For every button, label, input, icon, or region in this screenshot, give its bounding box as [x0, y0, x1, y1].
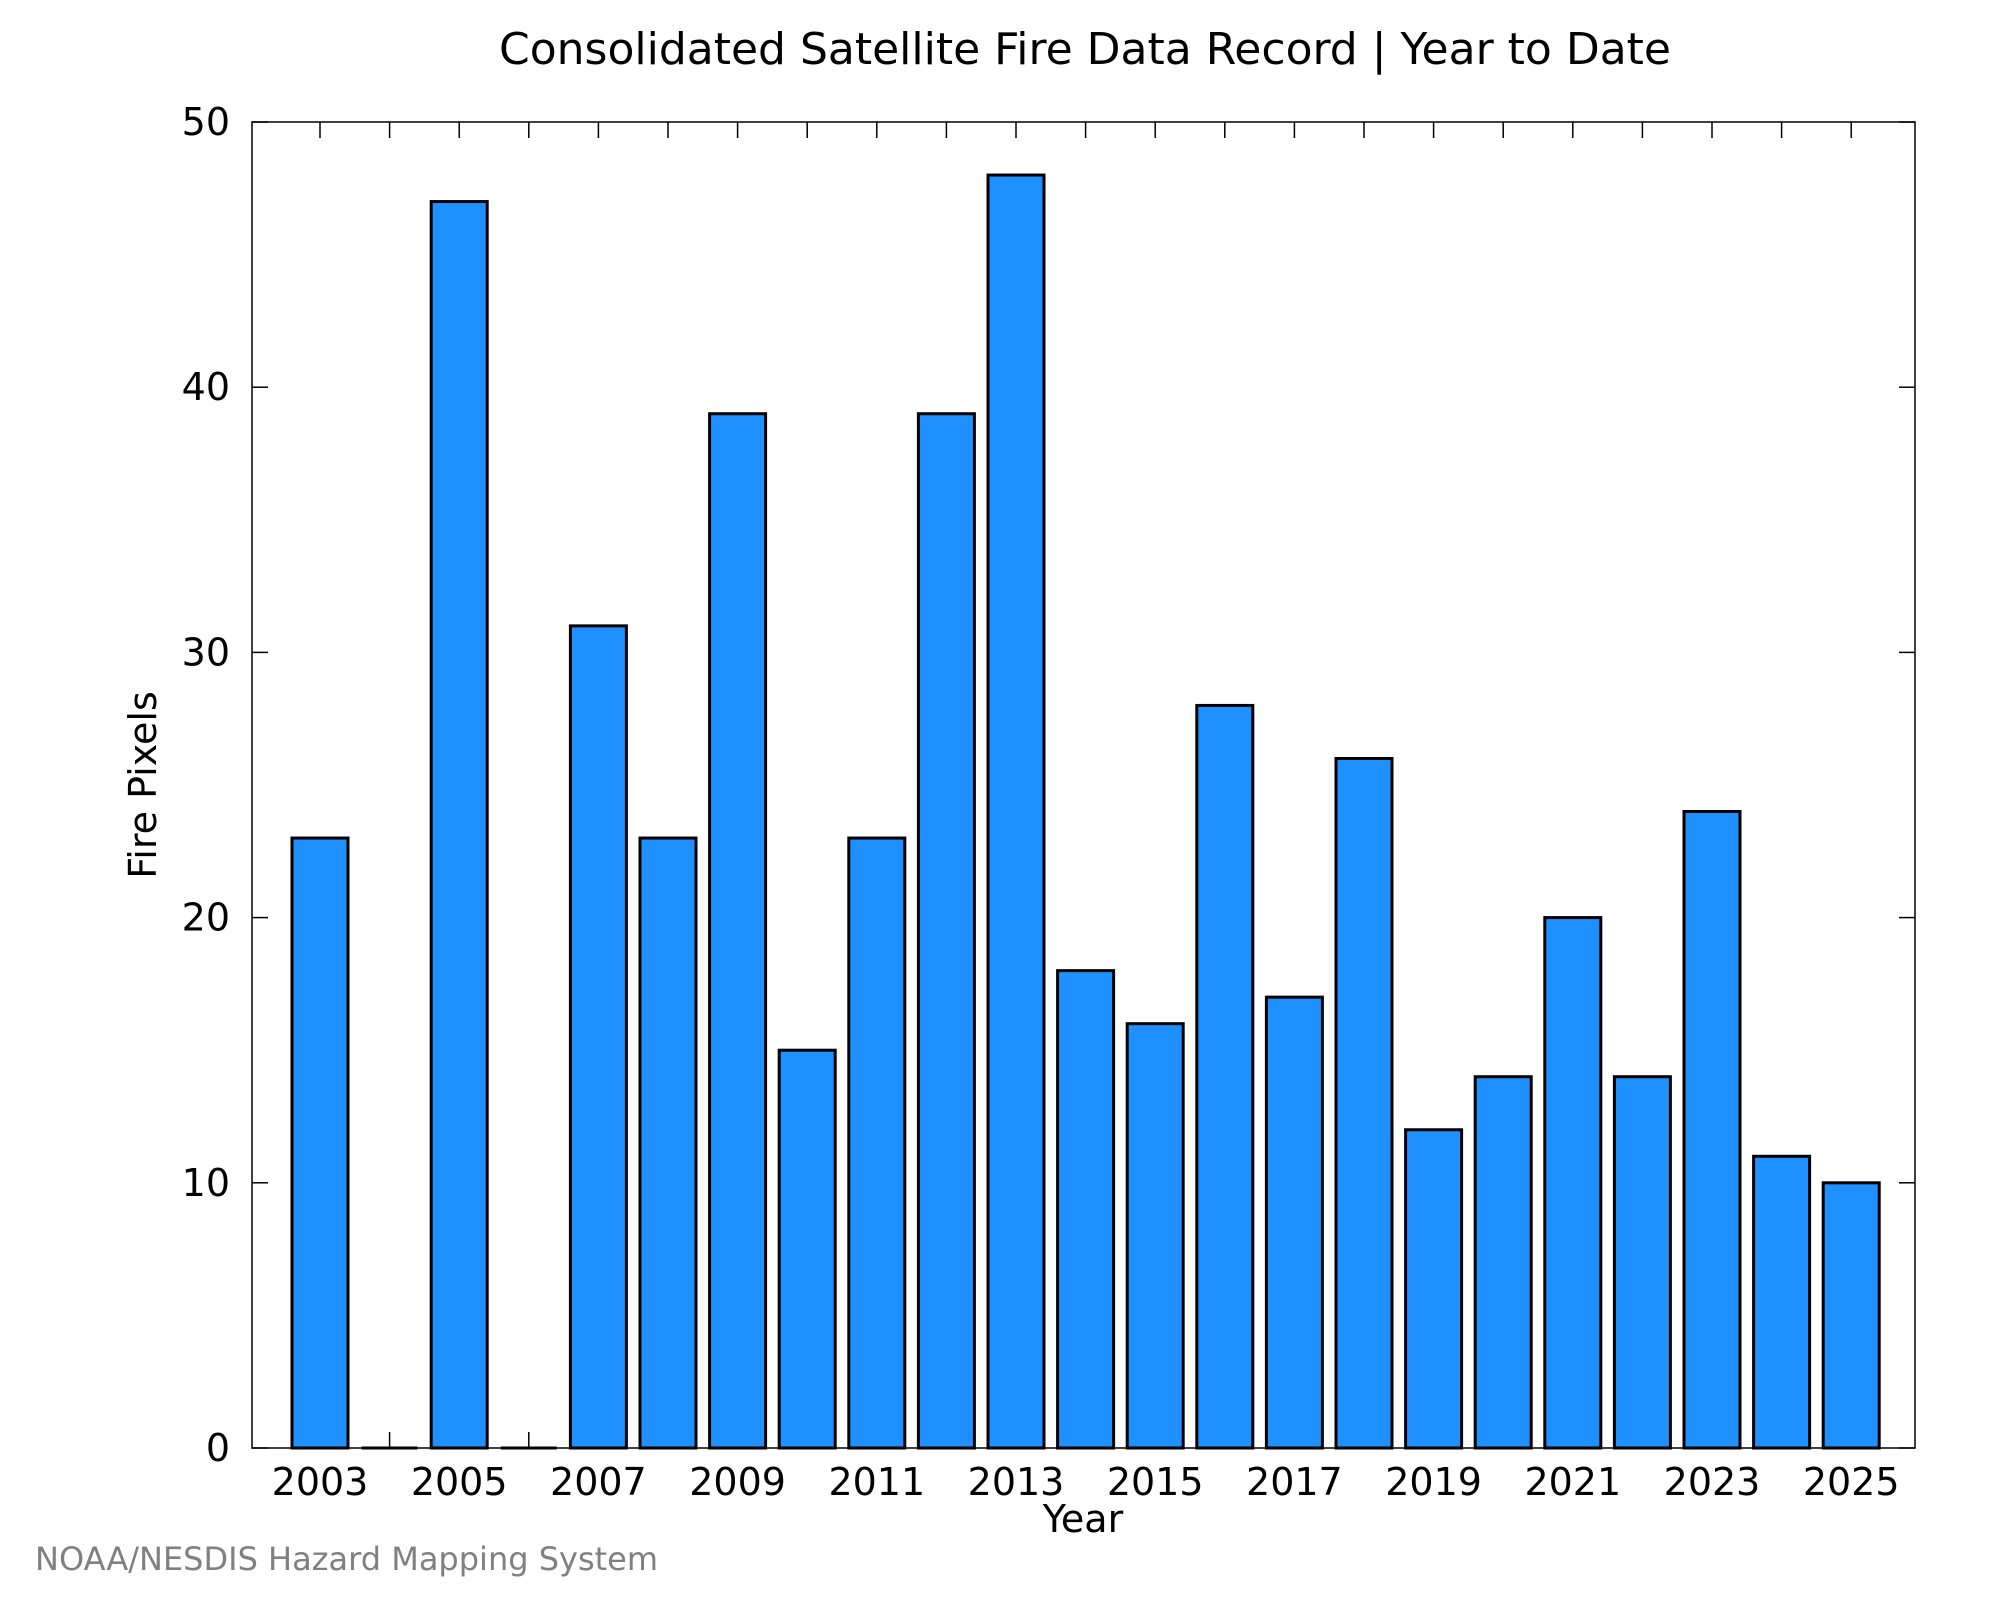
bar-2021: [1543, 916, 1603, 1450]
y-tick-label: 0: [206, 1426, 230, 1470]
bar-2003: [290, 836, 350, 1450]
bar-2019: [1404, 1128, 1464, 1450]
x-tick-label: 2005: [411, 1460, 508, 1504]
bar-2005: [429, 200, 489, 1450]
x-tick-label: 2021: [1524, 1460, 1621, 1504]
x-tick-label: 2011: [828, 1460, 925, 1504]
bar-2020: [1473, 1075, 1533, 1450]
x-axis-tick-labels: 2003 2005 2007 2009 2011 2013 2015 2017 2019 2021…: [272, 1460, 1900, 1504]
bars: [290, 173, 1881, 1450]
bar-2017: [1264, 995, 1324, 1450]
bar-2014: [1056, 969, 1116, 1450]
y-tick-label: 50: [182, 100, 230, 144]
bar-2011: [847, 836, 907, 1450]
y-axis-ticks: [252, 121, 1915, 1449]
bar-2016: [1195, 703, 1255, 1450]
y-tick-label: 40: [182, 365, 230, 409]
bar-2024: [1752, 1154, 1812, 1450]
y-tick-label: 10: [182, 1161, 230, 1205]
x-tick-label: 2013: [968, 1460, 1065, 1504]
x-tick-label: 2009: [689, 1460, 786, 1504]
bar-2018: [1334, 756, 1394, 1450]
y-tick-label: 30: [182, 630, 230, 674]
x-tick-label: 2003: [272, 1460, 369, 1504]
bar-2015: [1125, 1022, 1185, 1450]
x-tick-label: 2015: [1107, 1460, 1204, 1504]
bar-2007: [568, 624, 628, 1450]
y-tick-label: 20: [182, 896, 230, 940]
x-axis-label: Year: [1042, 1497, 1124, 1541]
bar-2008: [638, 836, 698, 1450]
y-axis-label: Fire Pixels: [121, 691, 165, 879]
bar-2023: [1682, 810, 1742, 1450]
chart-title: Consolidated Satellite Fire Data Record …: [499, 24, 1671, 75]
bar-2009: [708, 412, 768, 1450]
x-tick-label: 2019: [1385, 1460, 1482, 1504]
x-tick-label: 2023: [1664, 1460, 1761, 1504]
x-tick-label: 2017: [1246, 1460, 1343, 1504]
bar-2025: [1821, 1181, 1881, 1450]
bar-2010: [777, 1048, 837, 1450]
source-credit: NOAA/NESDIS Hazard Mapping System: [35, 1540, 659, 1578]
y-axis-tick-labels: 0 10 20 30 40 50: [182, 100, 230, 1470]
bar-2012: [916, 412, 976, 1450]
x-tick-label: 2007: [550, 1460, 647, 1504]
bar-2022: [1612, 1075, 1672, 1450]
x-tick-label: 2025: [1803, 1460, 1900, 1504]
bar-2013: [986, 173, 1046, 1450]
